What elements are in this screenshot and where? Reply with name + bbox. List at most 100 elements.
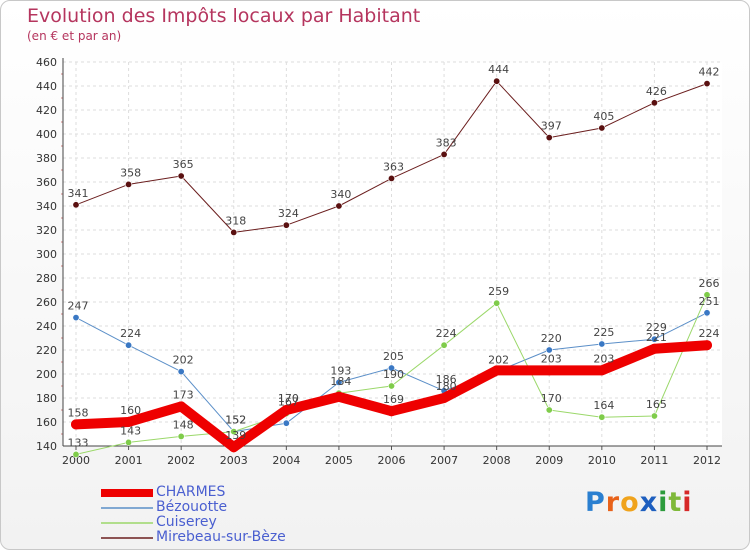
data-label: 160 [120, 404, 141, 417]
y-tick-label: 400 [36, 128, 57, 141]
x-tick-label: 2002 [167, 454, 195, 467]
data-label: 340 [330, 188, 351, 201]
data-label: 203 [541, 352, 562, 365]
x-tick-label: 2012 [693, 454, 721, 467]
data-point [282, 221, 290, 229]
data-point [493, 299, 501, 307]
data-point [387, 174, 395, 182]
x-tick-label: 2003 [220, 454, 248, 467]
data-point [333, 391, 344, 402]
x-tick-label: 2004 [272, 454, 300, 467]
x-tick-label: 2006 [378, 454, 406, 467]
data-label: 148 [173, 418, 194, 431]
data-point [125, 341, 133, 349]
y-tick-label: 240 [36, 320, 57, 333]
data-label: 203 [593, 352, 614, 365]
data-point [545, 134, 553, 142]
y-tick-label: 460 [36, 56, 57, 69]
chart-title: Evolution des Impôts locaux par Habitant [27, 5, 421, 27]
logo-letter: i [682, 487, 693, 518]
data-label: 365 [173, 158, 194, 171]
data-label: 202 [173, 354, 194, 367]
y-tick-label: 360 [36, 176, 57, 189]
data-label: 170 [541, 392, 562, 405]
data-label: 224 [436, 327, 457, 340]
data-point [439, 393, 450, 403]
data-point [177, 368, 185, 376]
data-point [650, 412, 658, 420]
data-point [649, 343, 660, 354]
data-point [230, 428, 238, 436]
data-label: 164 [593, 399, 614, 412]
y-tick-label: 440 [36, 80, 57, 93]
data-point [650, 335, 658, 343]
x-tick-label: 2011 [640, 454, 668, 467]
logo-letter: x [639, 487, 659, 518]
chart-subtitle: (en € et par an) [27, 29, 122, 43]
data-point [702, 340, 712, 351]
data-label: 186 [436, 373, 457, 386]
data-point [387, 364, 395, 372]
data-label: 251 [699, 295, 720, 308]
data-label: 397 [541, 120, 562, 133]
x-tick-label: 2007 [430, 454, 458, 467]
data-point [228, 442, 239, 453]
data-point [72, 201, 80, 209]
legend-label-cuiserey: Cuiserey [156, 514, 217, 530]
data-label: 363 [383, 160, 404, 173]
y-tick-label: 200 [36, 368, 57, 381]
data-label: 318 [225, 214, 246, 227]
y-tick-label: 280 [36, 272, 57, 285]
y-tick-label: 180 [36, 392, 57, 405]
x-tick-label: 2009 [535, 454, 563, 467]
data-point [123, 417, 134, 427]
data-point [71, 419, 81, 430]
data-point [282, 419, 290, 427]
x-tick-label: 2010 [588, 454, 616, 467]
x-tick-label: 2008 [483, 454, 511, 467]
data-point [386, 406, 397, 417]
x-tick-label: 2001 [115, 454, 143, 467]
y-tick-label: 220 [36, 344, 57, 357]
data-label: 224 [699, 327, 720, 340]
data-label: 341 [68, 187, 89, 200]
data-label: 202 [488, 354, 509, 367]
data-label: 220 [541, 332, 562, 345]
y-tick-label: 300 [36, 248, 57, 261]
logo-letter: r [605, 487, 621, 518]
data-point [598, 413, 606, 421]
data-label: 152 [225, 414, 246, 427]
data-point [387, 382, 395, 390]
data-label: 139 [225, 429, 246, 442]
logo-letter: i [658, 487, 669, 518]
data-point [703, 309, 711, 317]
data-label: 224 [120, 327, 141, 340]
data-point [440, 341, 448, 349]
data-label: 225 [593, 326, 614, 339]
data-point [177, 432, 185, 440]
data-label: 358 [120, 166, 141, 179]
legend-label-bezouotte: Bézouotte [156, 499, 228, 515]
data-point [335, 202, 343, 210]
data-point [703, 80, 711, 88]
data-label: 259 [488, 285, 509, 298]
data-point [125, 180, 133, 188]
data-label: 426 [646, 85, 667, 98]
data-point [72, 314, 80, 322]
data-label: 193 [330, 364, 351, 377]
y-tick-label: 160 [36, 416, 57, 429]
x-tick-label: 2000 [62, 454, 90, 467]
legend-label-charmes: CHARMES [156, 484, 226, 500]
data-label: 167 [278, 396, 299, 409]
data-label: 229 [646, 321, 667, 334]
data-point [335, 378, 343, 386]
data-label: 442 [699, 66, 720, 79]
logo-letter: t [668, 487, 683, 518]
y-tick-label: 420 [36, 104, 57, 117]
data-point [491, 365, 502, 376]
legend-label-mirebeau: Mirebeau-sur-Bèze [156, 529, 286, 545]
data-point [230, 228, 238, 236]
data-point [650, 99, 658, 107]
data-label: 190 [383, 368, 404, 381]
